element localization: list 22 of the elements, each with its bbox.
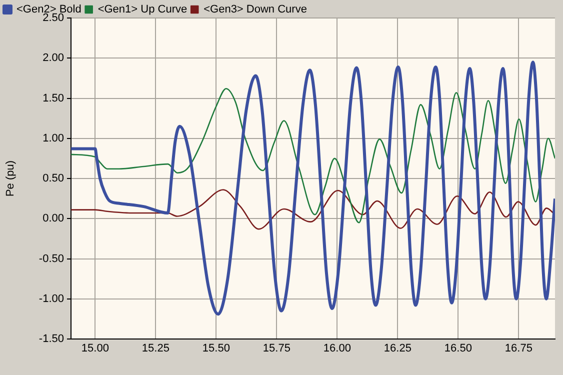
y-tick-label: 0.00: [42, 212, 64, 225]
x-tick-label: 15.00: [81, 342, 109, 355]
x-tick-label: 15.50: [202, 342, 230, 355]
x-tick-label: 16.25: [384, 342, 412, 355]
y-tick-label: 2.00: [42, 52, 64, 64]
x-tick-label: 16.75: [504, 342, 532, 355]
x-tick-label: 16.00: [323, 342, 351, 355]
line-series: [71, 60, 555, 316]
line-series: [71, 88, 555, 224]
x-tick-label: 15.25: [142, 342, 170, 355]
y-tick-label: 1.50: [42, 92, 64, 104]
y-tick-label: -1.00: [38, 292, 64, 305]
legend-label: <Gen3> Down Curve: [204, 4, 307, 16]
legend-label: <Gen1> Up Curve: [98, 4, 188, 16]
y-tick-label: 1.00: [42, 132, 64, 144]
line-series: [71, 189, 555, 230]
y-tick-label: -1.50: [38, 333, 64, 346]
y-tick-label: -0.50: [38, 252, 64, 265]
y-tick-label: 0.50: [42, 172, 64, 185]
y-axis-title: Pe (pu): [4, 160, 17, 197]
x-tick-label: 15.75: [262, 342, 290, 355]
x-tick-label: 16.50: [444, 342, 472, 355]
